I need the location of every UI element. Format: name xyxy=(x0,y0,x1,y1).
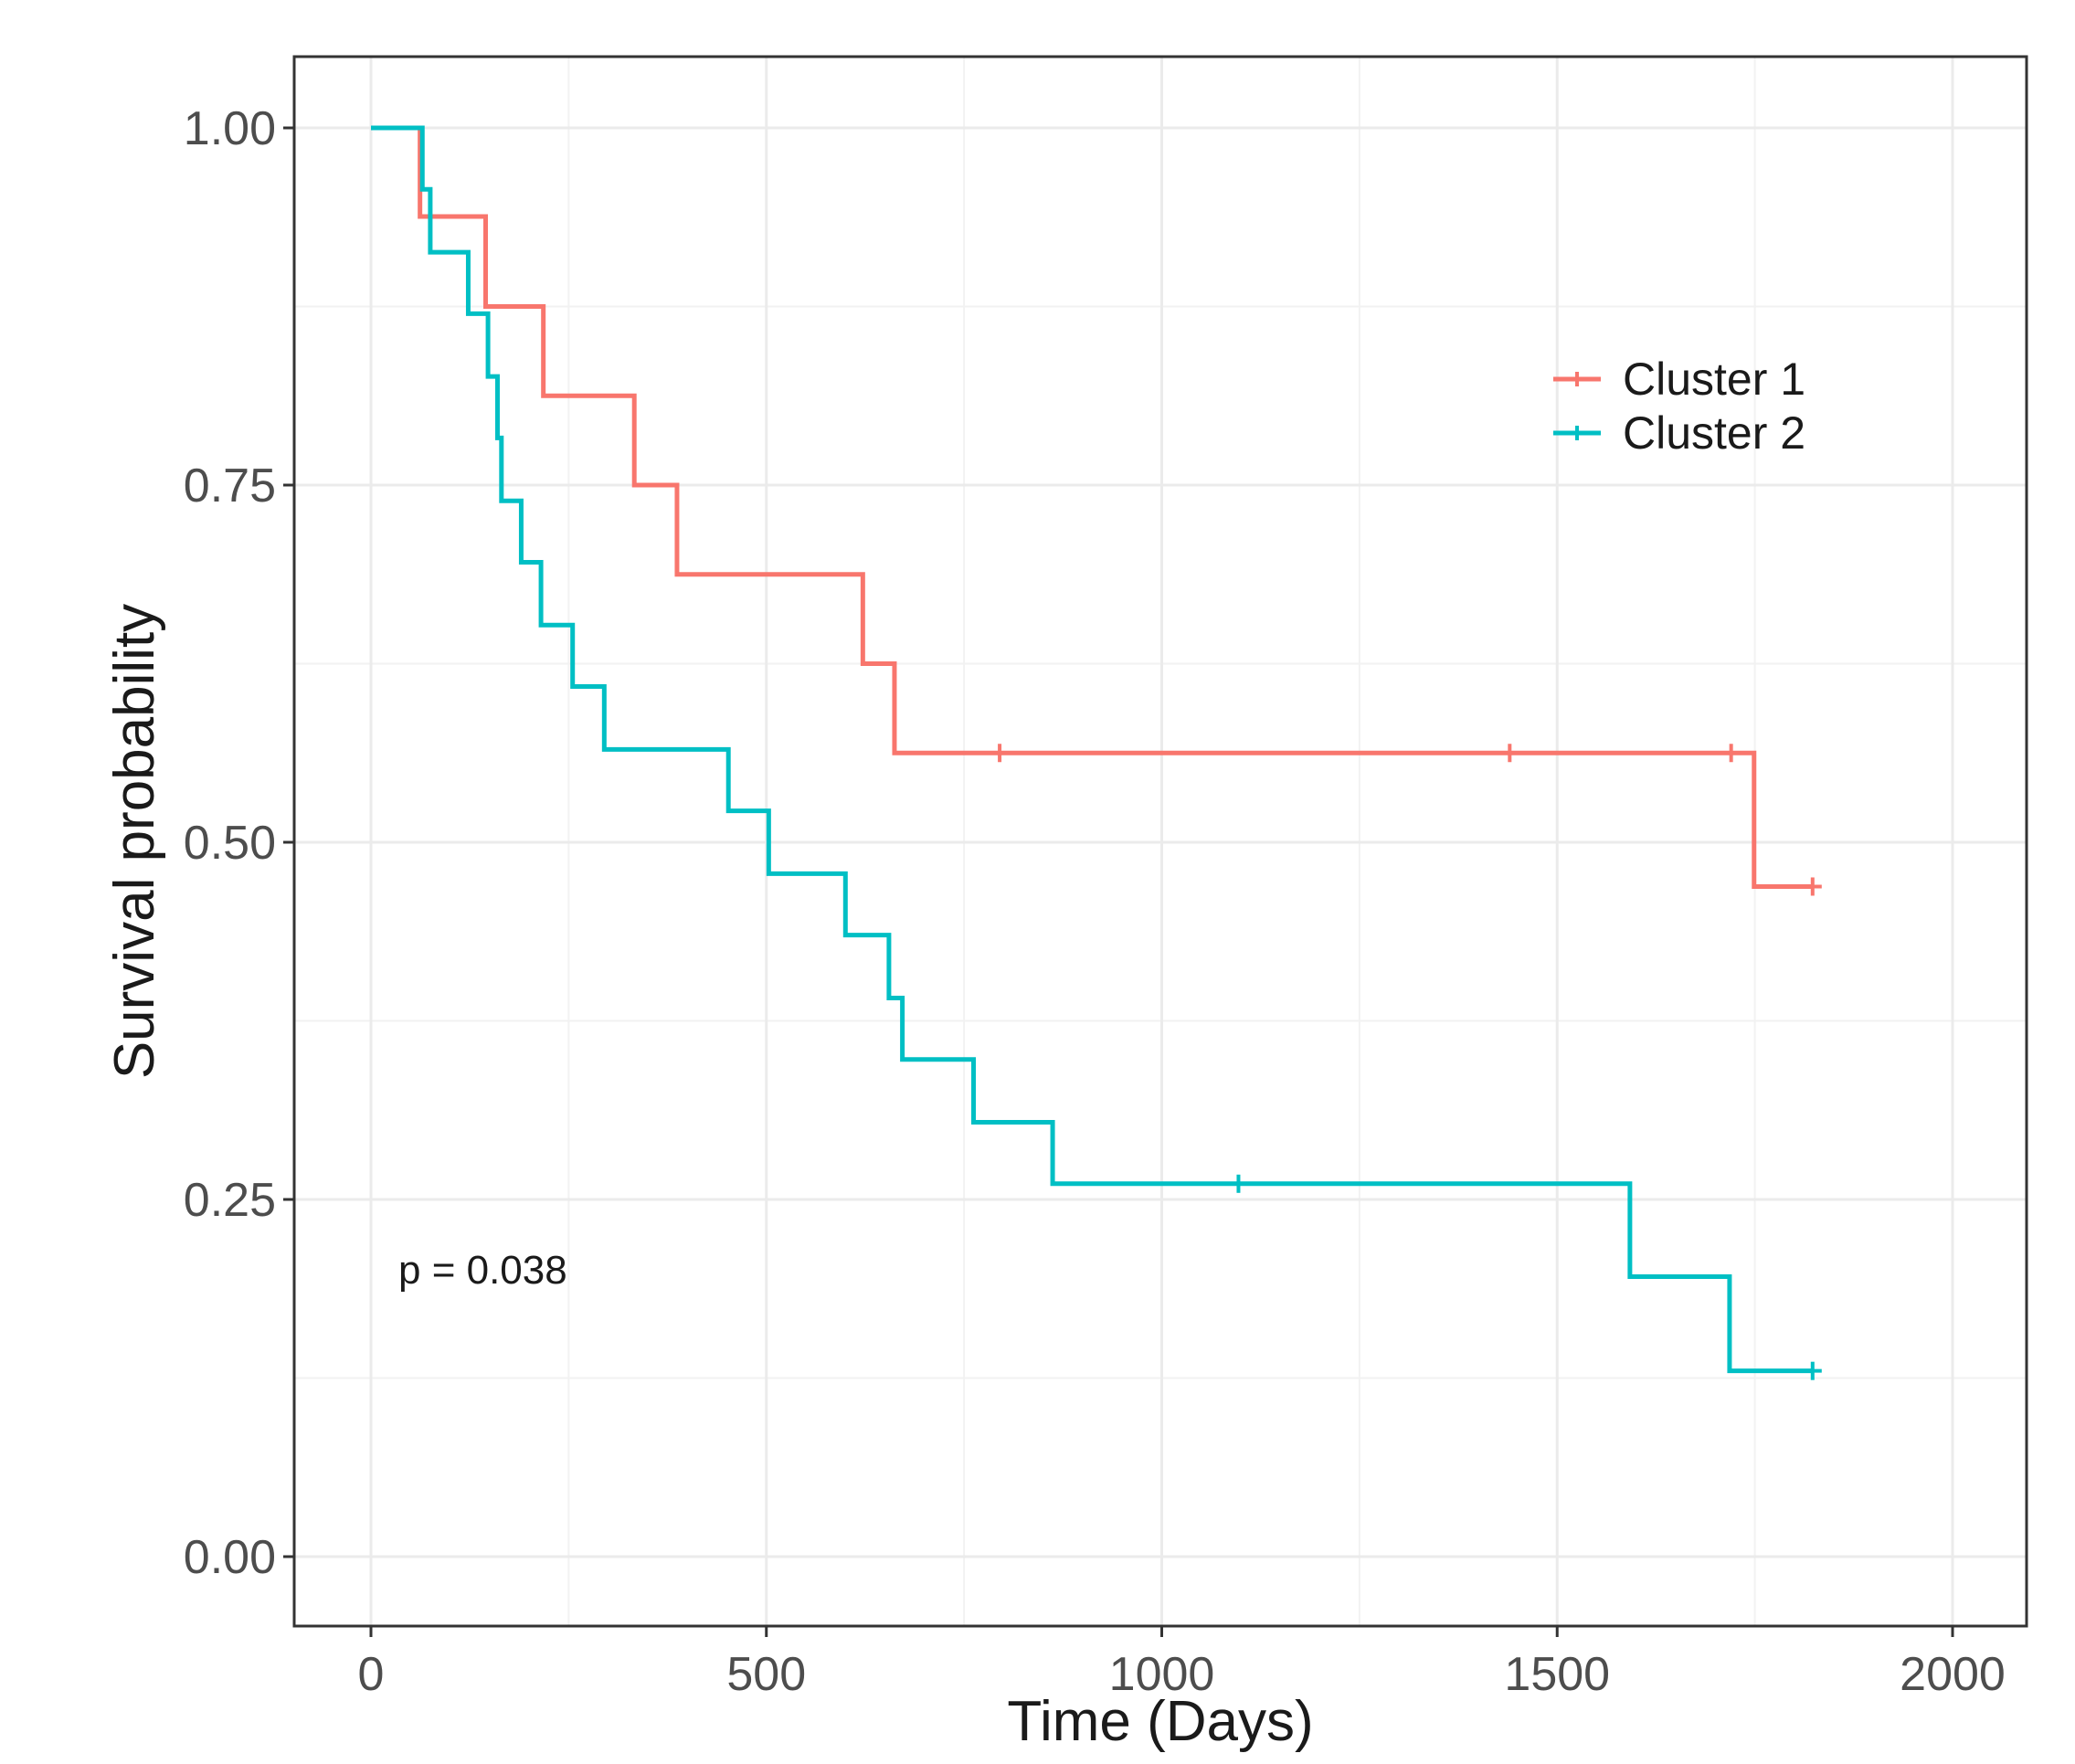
y-tick-label: 0.75 xyxy=(184,459,276,512)
x-tick-label: 1000 xyxy=(1109,1648,1215,1701)
x-tick-label: 2000 xyxy=(1900,1648,2006,1701)
x-tick-label: 1500 xyxy=(1504,1648,1610,1701)
y-axis-title: Survival probability xyxy=(103,604,166,1079)
y-tick-label: 0.25 xyxy=(184,1174,276,1227)
legend-label-cluster-2: Cluster 2 xyxy=(1623,407,1805,459)
y-tick-label: 1.00 xyxy=(184,102,276,155)
legend-label-cluster-1: Cluster 1 xyxy=(1623,354,1805,405)
grid xyxy=(294,57,2027,1626)
survival-curve-cluster-2[interactable] xyxy=(371,125,1813,1374)
x-tick-label: 0 xyxy=(358,1648,385,1701)
axes: 0.00 0.25 0.50 0.75 1.00 0 500 1000 1500 2000 xyxy=(184,102,2006,1701)
x-axis-title: Time (Days) xyxy=(1007,1690,1313,1753)
survival-curve-cluster-1[interactable] xyxy=(371,125,1813,889)
p-value-annotation: p = 0.038 xyxy=(398,1248,567,1293)
y-tick-label: 0.00 xyxy=(184,1531,276,1584)
legend[interactable]: Cluster 1 Cluster 2 xyxy=(1553,354,1805,459)
y-tick-label: 0.50 xyxy=(184,817,276,870)
series-layer xyxy=(371,125,1822,1380)
x-tick-label: 500 xyxy=(726,1648,806,1701)
